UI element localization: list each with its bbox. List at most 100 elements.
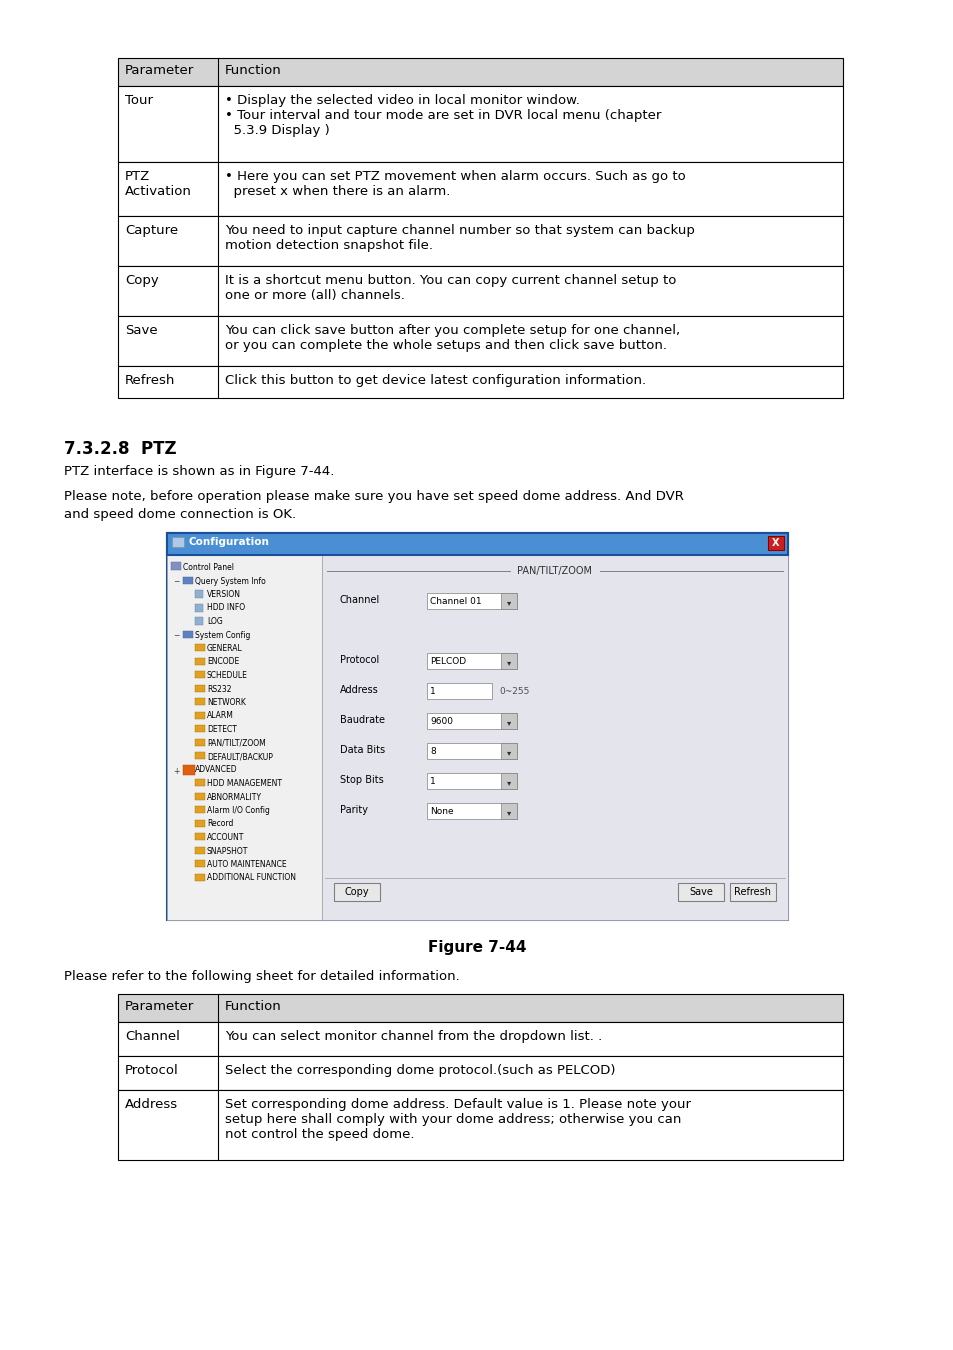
Text: Refresh: Refresh <box>125 374 175 387</box>
Bar <box>167 555 322 919</box>
Text: RS232: RS232 <box>207 684 232 694</box>
Text: ABNORMALITY: ABNORMALITY <box>207 792 262 802</box>
Bar <box>194 711 205 718</box>
Text: Address: Address <box>339 684 378 695</box>
Text: Copy: Copy <box>125 274 158 288</box>
Bar <box>194 590 203 598</box>
Text: AUTO MAINTENANCE: AUTO MAINTENANCE <box>207 860 286 869</box>
Bar <box>118 1089 842 1160</box>
Text: 1: 1 <box>430 778 436 786</box>
Bar <box>118 58 842 86</box>
Bar <box>194 846 205 853</box>
Text: Configuration: Configuration <box>189 537 270 547</box>
Bar <box>500 593 517 609</box>
Bar <box>183 576 193 583</box>
Text: NETWORK: NETWORK <box>207 698 246 707</box>
Bar <box>500 774 517 788</box>
Text: ADDITIONAL FUNCTION: ADDITIONAL FUNCTION <box>207 873 295 883</box>
Text: ALARM: ALARM <box>207 711 233 721</box>
Text: Click this button to get device latest configuration information.: Click this button to get device latest c… <box>225 374 645 387</box>
Bar <box>194 603 203 612</box>
Text: GENERAL: GENERAL <box>207 644 242 653</box>
Bar <box>500 803 517 819</box>
Text: Data Bits: Data Bits <box>339 745 385 755</box>
Text: None: None <box>430 807 453 815</box>
Bar <box>194 671 205 678</box>
Text: Function: Function <box>225 63 281 77</box>
Bar <box>500 713 517 729</box>
Text: Select the corresponding dome protocol.(such as PELCOD): Select the corresponding dome protocol.(… <box>225 1064 615 1077</box>
Text: HDD INFO: HDD INFO <box>207 603 245 613</box>
Text: Refresh: Refresh <box>734 887 771 896</box>
Text: ADVANCED: ADVANCED <box>194 765 237 775</box>
Text: Baudrate: Baudrate <box>339 716 385 725</box>
Bar <box>183 764 194 775</box>
Text: ▾: ▾ <box>506 809 511 817</box>
Bar <box>427 683 492 699</box>
Bar <box>427 593 517 609</box>
Text: ACCOUNT: ACCOUNT <box>207 833 244 842</box>
Bar <box>194 819 205 826</box>
Bar <box>500 743 517 759</box>
Text: Please refer to the following sheet for detailed information.: Please refer to the following sheet for … <box>64 971 459 983</box>
Bar <box>194 657 205 664</box>
Text: PAN/TILT/ZOOM: PAN/TILT/ZOOM <box>207 738 266 748</box>
Bar <box>183 630 193 637</box>
Text: 7.3.2.8  PTZ: 7.3.2.8 PTZ <box>64 440 176 458</box>
Bar <box>118 994 842 1022</box>
Text: Please note, before operation please make sure you have set speed dome address. : Please note, before operation please mak… <box>64 490 683 504</box>
Text: HDD MANAGEMENT: HDD MANAGEMENT <box>207 779 282 788</box>
Text: ▾: ▾ <box>506 598 511 608</box>
Bar <box>194 617 203 625</box>
Text: Parameter: Parameter <box>125 1000 194 1012</box>
Bar <box>194 684 205 691</box>
Text: System Config: System Config <box>194 630 250 640</box>
Bar <box>167 533 787 919</box>
Text: VERSION: VERSION <box>207 590 241 599</box>
Bar <box>118 1022 842 1056</box>
Bar <box>171 562 181 570</box>
Text: Control Panel: Control Panel <box>183 563 233 572</box>
Bar <box>767 536 783 549</box>
Bar <box>118 316 842 366</box>
Text: Save: Save <box>125 324 157 338</box>
Text: PTZ interface is shown as in Figure 7-44.: PTZ interface is shown as in Figure 7-44… <box>64 464 334 478</box>
Text: PELCOD: PELCOD <box>430 657 466 666</box>
Text: Channel 01: Channel 01 <box>430 597 481 606</box>
Bar <box>194 698 205 705</box>
Bar <box>729 883 775 900</box>
Bar <box>194 752 205 759</box>
Text: −: − <box>172 578 179 586</box>
Bar <box>427 774 517 788</box>
Text: −: − <box>172 632 179 640</box>
Text: Figure 7-44: Figure 7-44 <box>427 940 526 954</box>
Text: ▾: ▾ <box>506 778 511 787</box>
Text: Query System Info: Query System Info <box>194 576 266 586</box>
Bar <box>194 644 205 651</box>
Text: Save: Save <box>688 887 712 896</box>
Text: 1: 1 <box>430 687 436 697</box>
Text: 0~255: 0~255 <box>498 687 529 697</box>
Text: SCHEDULE: SCHEDULE <box>207 671 248 680</box>
Bar <box>194 725 205 732</box>
Bar <box>118 366 842 398</box>
Bar <box>194 792 205 799</box>
Bar <box>427 743 517 759</box>
Text: +: + <box>172 767 179 775</box>
Bar <box>334 883 379 900</box>
Bar <box>194 779 205 786</box>
Bar <box>194 738 205 745</box>
Text: You can click save button after you complete setup for one channel,
or you can c: You can click save button after you comp… <box>225 324 679 352</box>
Text: SNAPSHOT: SNAPSHOT <box>207 846 248 856</box>
Text: Parity: Parity <box>339 805 368 815</box>
Text: LOG: LOG <box>207 617 222 626</box>
Text: PTZ
Activation: PTZ Activation <box>125 170 192 198</box>
Bar <box>167 533 787 555</box>
Bar <box>194 833 205 840</box>
Text: 9600: 9600 <box>430 717 453 726</box>
Text: Address: Address <box>125 1098 178 1111</box>
Text: It is a shortcut menu button. You can copy current channel setup to
one or more : It is a shortcut menu button. You can co… <box>225 274 676 302</box>
Text: Parameter: Parameter <box>125 63 194 77</box>
Bar <box>118 162 842 216</box>
Text: Stop Bits: Stop Bits <box>339 775 383 784</box>
